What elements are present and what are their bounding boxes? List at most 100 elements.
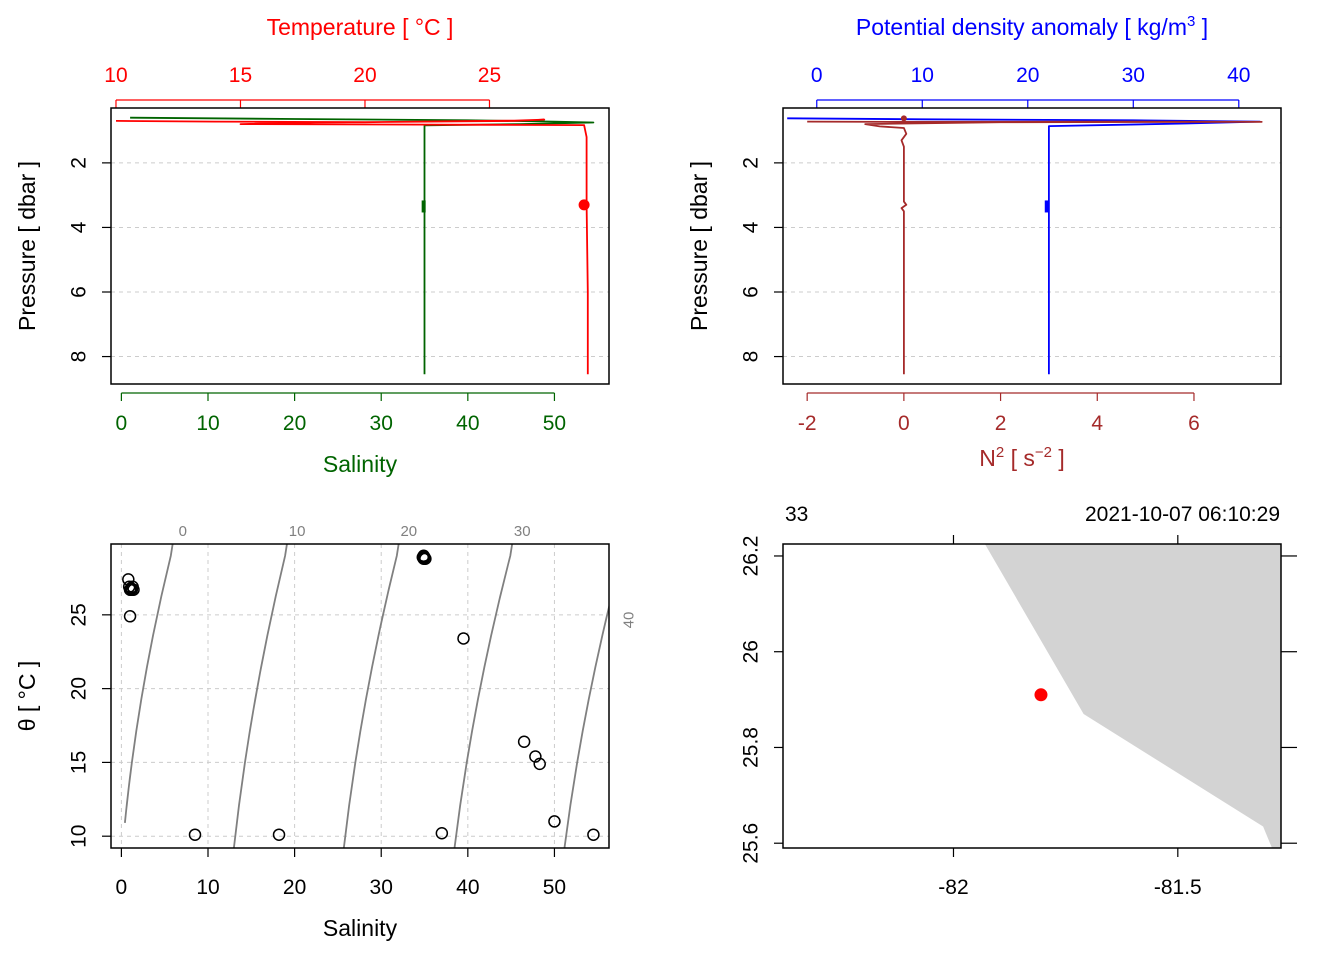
y-axis-title-unit: [ °C ]	[14, 661, 40, 719]
y-tick-label: 8	[67, 351, 90, 363]
ts-point	[417, 549, 430, 563]
y-axis-title-theta: θ	[14, 718, 40, 731]
plot-frame	[110, 107, 610, 385]
top-tick-label: 10	[104, 64, 127, 87]
density-axis-title-main: Potential density anomaly [ kg/m	[856, 14, 1187, 40]
lat-tick-label: 26.2	[739, 536, 762, 577]
isopycnal-line	[232, 544, 288, 848]
bottom-tick-label: 2	[995, 412, 1007, 435]
top-tick-label: 15	[229, 64, 252, 87]
land-polygon	[984, 544, 1281, 848]
ts-point	[529, 750, 542, 763]
ts-point	[548, 815, 561, 828]
salinity-profile-line	[130, 116, 595, 375]
isopycnal-group	[124, 544, 609, 848]
n2-point	[900, 115, 907, 122]
y-tick-label: 10	[67, 825, 90, 848]
top-tick-label: 40	[1227, 64, 1250, 87]
y-tick-label: 2	[67, 157, 90, 169]
ts-point	[517, 735, 531, 748]
y-axis-title: Pressure [ dbar ]	[14, 161, 40, 331]
bottom-tick-label: 0	[898, 412, 910, 435]
salinity-point	[421, 200, 426, 213]
ts-point	[188, 828, 202, 841]
n2-axis-title-main: N	[979, 445, 996, 471]
top-tick-label: 25	[478, 64, 501, 87]
y-tick-label: 8	[739, 351, 762, 363]
lat-tick-label: 25.8	[739, 727, 762, 768]
isopycnal-line	[453, 544, 514, 848]
x-tick-label: 0	[116, 876, 128, 899]
ts-point	[457, 632, 470, 645]
isopycnal-label: 40	[620, 612, 637, 629]
plot-frame	[110, 543, 610, 849]
bottom-tick-label: 4	[1091, 412, 1103, 435]
y-tick-label: 20	[67, 677, 90, 700]
top-tick-label: 20	[1016, 64, 1039, 87]
top-tick-label: 20	[353, 64, 376, 87]
y-axis-title: θ [ °C ]	[14, 661, 40, 732]
x-tick-label: 10	[196, 876, 219, 899]
n2-axis-title: N2 [ s−2 ]	[979, 444, 1065, 471]
density-point	[1044, 200, 1049, 213]
n2-axis-title-sup: 2	[996, 444, 1004, 461]
y-tick-label: 6	[739, 286, 762, 298]
n2-axis-title-sup2: −2	[1035, 444, 1052, 461]
density-axis-title: Potential density anomaly [ kg/m3 ]	[856, 13, 1208, 40]
x-tick-label: 40	[456, 876, 479, 899]
ts-point	[435, 826, 449, 840]
isopycnal-label: 0	[179, 523, 187, 540]
ts-point	[272, 828, 286, 841]
bottom-tick-label: 30	[370, 412, 393, 435]
isopycnal-label: 30	[514, 523, 531, 540]
top-tick-label: 10	[911, 64, 934, 87]
ts-point	[533, 757, 546, 771]
temperature-profile-line	[115, 118, 589, 375]
top-tick-label: 0	[811, 64, 823, 87]
isopycnal-line	[124, 544, 174, 823]
n2-axis-title-mid: [ s	[1004, 445, 1035, 471]
y-tick-label: 2	[739, 157, 762, 169]
salinity-axis-title: Salinity	[323, 451, 398, 477]
ts-point	[123, 610, 137, 623]
bottom-tick-label: -2	[798, 412, 817, 435]
density-axis-title-sup: 3	[1187, 13, 1195, 30]
isopycnal-label: 10	[289, 523, 306, 540]
bottom-tick-label: 40	[456, 412, 479, 435]
map-frame	[782, 543, 1282, 849]
x-tick-label: 30	[370, 876, 393, 899]
ts-point	[587, 828, 600, 841]
x-axis-title: Salinity	[323, 915, 398, 941]
temperature-point	[578, 199, 590, 211]
plot-frame	[782, 107, 1282, 385]
ts-point	[127, 583, 140, 596]
bottom-tick-label: 50	[543, 412, 566, 435]
x-tick-label: 50	[543, 876, 566, 899]
y-axis-title: Pressure [ dbar ]	[686, 161, 712, 331]
y-tick-label: 4	[67, 221, 90, 233]
bottom-tick-label: 20	[283, 412, 306, 435]
timestamp-label: 2021-10-07 06:10:29	[1085, 503, 1280, 526]
y-tick-label: 25	[67, 603, 90, 626]
temperature-axis-title: Temperature [ °C ]	[267, 14, 454, 40]
lat-tick-label: 26	[739, 640, 762, 663]
y-tick-label: 6	[67, 286, 90, 298]
station-marker	[1034, 688, 1048, 702]
bottom-tick-label: 6	[1188, 412, 1200, 435]
y-tick-label: 4	[739, 221, 762, 233]
y-tick-label: 15	[67, 751, 90, 774]
bottom-tick-label: 10	[196, 412, 219, 435]
top-tick-label: 30	[1122, 64, 1145, 87]
isopycnal-line	[563, 603, 609, 848]
x-tick-label: 20	[283, 876, 306, 899]
lat-tick-label: 25.6	[739, 823, 762, 864]
n2-axis-title-end: ]	[1052, 445, 1065, 471]
bottom-tick-label: 0	[116, 412, 128, 435]
isopycnal-line	[342, 544, 400, 848]
density-axis-title-end: ]	[1195, 14, 1208, 40]
lon-tick-label: -82	[938, 876, 968, 899]
station-id-label: 33	[785, 503, 808, 526]
density-profile-line	[787, 117, 1261, 375]
n2-profile-line	[807, 120, 1263, 375]
